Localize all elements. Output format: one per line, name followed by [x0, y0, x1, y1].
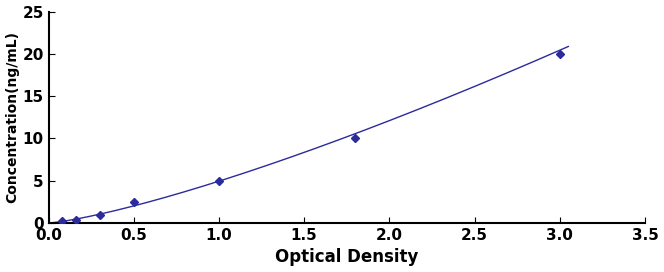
Y-axis label: Concentration(ng/mL): Concentration(ng/mL) — [5, 31, 19, 203]
X-axis label: Optical Density: Optical Density — [275, 248, 418, 267]
